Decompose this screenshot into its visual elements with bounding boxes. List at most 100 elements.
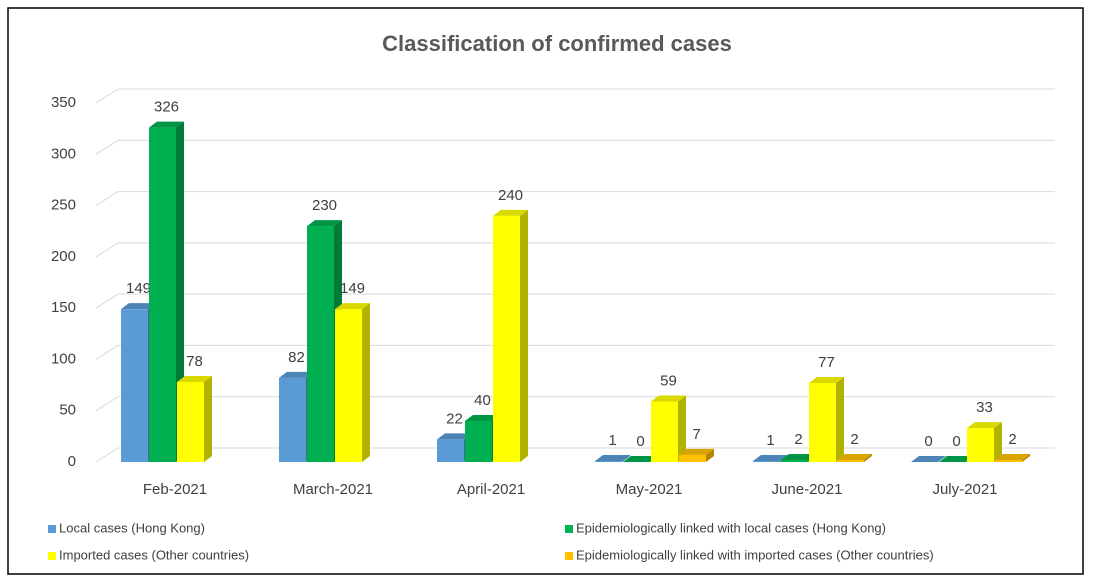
y-tick-label: 50	[59, 402, 76, 419]
bar-side-shade	[706, 448, 714, 462]
bar	[149, 121, 184, 463]
bar-side	[864, 453, 872, 462]
chart-frame	[7, 7, 1084, 575]
bar-front	[465, 420, 492, 462]
bar-front	[967, 428, 994, 462]
bar-top-shade	[493, 209, 528, 216]
bar-front	[149, 127, 176, 463]
data-label: 22	[446, 410, 463, 427]
bar-front	[995, 459, 1022, 462]
bar-top	[595, 454, 630, 461]
legend-swatch	[565, 525, 573, 533]
bar-top-shade	[121, 303, 156, 310]
y-tick-label: 250	[51, 197, 76, 214]
x-tick-label: May-2021	[616, 481, 683, 498]
data-label: 240	[498, 187, 523, 204]
bar-top-shade	[781, 453, 816, 460]
data-label: 2	[1008, 431, 1016, 448]
bar-top-shade	[911, 456, 946, 462]
bar-side	[176, 121, 184, 463]
bar-top	[279, 371, 314, 378]
x-tick-label: Feb-2021	[143, 481, 207, 498]
bar	[939, 456, 974, 462]
grid-line	[95, 293, 1055, 309]
bar-top	[809, 377, 844, 384]
bar-front	[595, 460, 622, 462]
bar-front	[177, 381, 204, 462]
bar-side	[520, 209, 528, 462]
data-label: 78	[186, 353, 203, 370]
bar	[651, 395, 686, 462]
legend-label: Local cases (Hong Kong)	[59, 520, 205, 535]
grid-line	[95, 139, 1055, 155]
grid-line	[95, 191, 1055, 206]
data-label: 2	[850, 431, 858, 448]
bar	[809, 377, 844, 462]
bar-top-shade	[149, 121, 184, 128]
bar-top	[149, 121, 184, 128]
y-tick-label: 350	[51, 94, 76, 111]
bar-top	[911, 456, 946, 462]
legend-label: Epidemiologically linked with imported c…	[576, 547, 934, 562]
y-tick-label: 0	[68, 453, 76, 470]
bar	[623, 456, 658, 462]
data-label: 230	[312, 197, 337, 214]
bar-front	[809, 383, 836, 462]
bar-front	[651, 401, 678, 462]
bar-side	[1022, 453, 1030, 462]
x-tick-label: June-2021	[772, 481, 843, 498]
bar-top-shade	[679, 448, 714, 455]
bar-top	[623, 456, 658, 462]
bar-top	[307, 220, 342, 227]
data-label: 1	[608, 432, 616, 449]
bar	[995, 453, 1030, 462]
bar-top	[335, 303, 370, 310]
bar-front	[679, 454, 706, 462]
data-label: 59	[660, 372, 677, 389]
data-label: 149	[340, 280, 365, 297]
bar-top-shade	[465, 414, 500, 421]
bar-side-shade	[994, 422, 1002, 462]
bar-side	[622, 454, 630, 462]
bar-top-shade	[651, 395, 686, 402]
x-tick-label: April-2021	[457, 481, 525, 498]
bar-top-shade	[595, 454, 630, 461]
bar-side	[706, 448, 714, 462]
bar-top	[995, 453, 1030, 460]
legend-swatch	[48, 552, 56, 560]
bar	[493, 209, 528, 462]
bar-front	[121, 309, 148, 462]
bar-front	[781, 459, 808, 462]
bar-top	[967, 422, 1002, 429]
bar	[679, 448, 714, 462]
bar-front	[437, 439, 464, 462]
y-tick-label: 200	[51, 248, 76, 265]
x-tick-label: March-2021	[293, 481, 373, 498]
bar	[335, 303, 370, 462]
legend-label: Epidemiologically linked with local case…	[576, 520, 886, 535]
bar-top-shade	[967, 422, 1002, 429]
bar-side-shade	[176, 121, 184, 463]
bar	[595, 454, 630, 462]
grid-line	[95, 242, 1055, 258]
bar-side-shade	[204, 375, 212, 462]
y-tick-label: 150	[51, 299, 76, 316]
bar-top	[781, 453, 816, 460]
bar-top	[679, 448, 714, 455]
bar-side-shade	[520, 209, 528, 462]
y-tick-label: 100	[51, 350, 76, 367]
bar	[177, 375, 212, 462]
bar-side	[836, 377, 844, 462]
bar-top-shade	[307, 220, 342, 227]
data-label: 2	[794, 431, 802, 448]
chart-title: Classification of confirmed cases	[382, 31, 732, 56]
data-label: 82	[288, 349, 305, 366]
bar-side-shade	[1022, 453, 1030, 462]
bar-front	[307, 226, 334, 462]
bar-top-shade	[995, 453, 1030, 460]
bar-front	[753, 460, 780, 462]
bar-top	[121, 303, 156, 310]
bar-front	[335, 309, 362, 462]
bar-side	[362, 303, 370, 462]
bar-top	[753, 454, 788, 461]
